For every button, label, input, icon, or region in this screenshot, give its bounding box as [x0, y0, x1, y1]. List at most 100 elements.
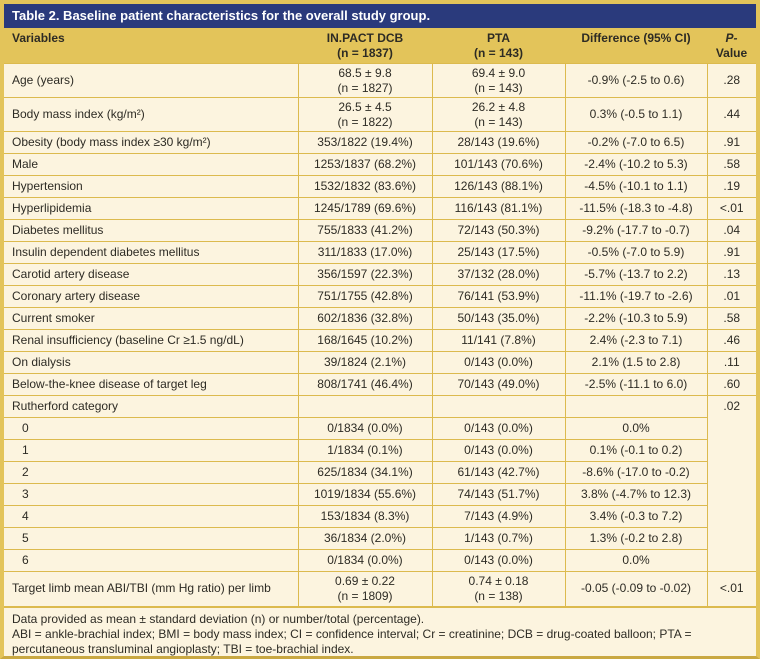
cell-value-line: -0.2% (-7.0 to 6.5)	[587, 135, 685, 149]
row-label-cell: Hypertension	[4, 175, 298, 198]
table-row: Age (years) 68.5 ± 9.8 (n = 1827) 69.4 ±…	[4, 63, 756, 98]
column-header-line: (n = 1837)	[337, 46, 393, 60]
cell-value-line: 1019/1834 (55.6%)	[313, 487, 417, 501]
dcb-cell: 0.69 ± 0.22 (n = 1809)	[297, 571, 432, 606]
row-label-cell: 3	[4, 483, 298, 506]
row-label-cell: Below-the-knee disease of target leg	[4, 373, 298, 396]
dcb-cell	[297, 395, 432, 418]
pta-cell: 37/132 (28.0%)	[431, 263, 565, 286]
cell-value-line: .60	[723, 377, 741, 391]
dcb-cell: 1245/1789 (69.6%)	[297, 197, 432, 220]
table-row: 5 36/1834 (2.0%) 1/143 (0.7%) 1.3% (-0.2…	[4, 527, 756, 550]
cell-value-line: 0/143 (0.0%)	[464, 355, 533, 369]
difference-cell: 0.0%	[564, 549, 707, 572]
row-label: Coronary artery disease	[12, 289, 141, 303]
cell-n-line: (n = 1809)	[337, 588, 393, 603]
cell-value-line: 116/143 (81.1%)	[454, 201, 543, 215]
dcb-cell: 0/1834 (0.0%)	[297, 417, 432, 440]
cell-value-line: <.01	[719, 201, 744, 215]
p-value-cell: <.01	[706, 571, 756, 606]
pta-cell: 0/143 (0.0%)	[431, 417, 565, 440]
row-label: 0	[22, 421, 29, 435]
pta-cell: 61/143 (42.7%)	[431, 461, 565, 484]
row-label-cell: Age (years)	[4, 63, 298, 98]
row-label-cell: On dialysis	[4, 351, 298, 374]
p-value-cell: .91	[706, 131, 756, 154]
row-label: Hyperlipidemia	[12, 201, 92, 215]
table-row: Male 1253/1837 (68.2%) 101/143 (70.6%) -…	[4, 153, 756, 176]
dcb-cell: 751/1755 (42.8%)	[297, 285, 432, 308]
table-row: Renal insufficiency (baseline Cr ≥1.5 ng…	[4, 329, 756, 352]
p-value-cell: .04	[706, 219, 756, 242]
cell-value-line: 311/1833 (17.0%)	[317, 245, 413, 259]
column-header-variables: Variables	[4, 28, 298, 64]
cell-value-line: 0/1834 (0.0%)	[327, 553, 403, 567]
dcb-cell: 311/1833 (17.0%)	[297, 241, 432, 264]
cell-value-line: -0.9% (-2.5 to 0.6)	[587, 73, 685, 87]
pta-cell: 11/141 (7.8%)	[431, 329, 565, 352]
column-header-pvalue: P- Value	[707, 28, 756, 64]
dcb-cell: 755/1833 (41.2%)	[297, 219, 432, 242]
pta-cell: 50/143 (35.0%)	[431, 307, 565, 330]
row-label: Rutherford category	[12, 399, 119, 413]
cell-value-line: 74/143 (51.7%)	[457, 487, 540, 501]
dcb-cell: 602/1836 (32.8%)	[297, 307, 432, 330]
row-label-cell: Diabetes mellitus	[4, 219, 298, 242]
difference-cell: -11.1% (-19.7 to -2.6)	[564, 285, 707, 308]
cell-value-line: 2.1% (1.5 to 2.8)	[591, 355, 681, 369]
difference-cell: -2.4% (-10.2 to 5.3)	[564, 153, 707, 176]
difference-cell: -4.5% (-10.1 to 1.1)	[564, 175, 707, 198]
table-row: Below-the-knee disease of target leg 808…	[4, 373, 756, 396]
dcb-cell: 808/1741 (46.4%)	[297, 373, 432, 396]
row-label-cell: Target limb mean ABI/TBI (mm Hg ratio) p…	[4, 571, 298, 606]
pta-cell: 0/143 (0.0%)	[431, 439, 565, 462]
table-row: Hyperlipidemia 1245/1789 (69.6%) 116/143…	[4, 197, 756, 220]
cell-value-line: 0.0%	[622, 553, 650, 567]
cell-value-line: 0.1% (-0.1 to 0.2)	[589, 443, 683, 457]
cell-value-line: -5.7% (-13.7 to 2.2)	[584, 267, 688, 281]
table-row: Coronary artery disease 751/1755 (42.8%)…	[4, 285, 756, 308]
cell-value-line: .91	[723, 135, 741, 149]
pta-cell: 116/143 (81.1%)	[431, 197, 565, 220]
cell-value-line: -0.05 (-0.09 to -0.02)	[580, 581, 692, 596]
row-label: Carotid artery disease	[12, 267, 130, 281]
table-row: 2 625/1834 (34.1%) 61/143 (42.7%) -8.6% …	[4, 461, 756, 484]
pta-cell: 28/143 (19.6%)	[431, 131, 565, 154]
cell-value-line: -9.2% (-17.7 to -0.7)	[582, 223, 690, 237]
cell-value-line: .44	[723, 107, 741, 121]
table-row: 3 1019/1834 (55.6%) 74/143 (51.7%) 3.8% …	[4, 483, 756, 506]
pta-cell: 7/143 (4.9%)	[431, 505, 565, 528]
cell-value-line: .58	[723, 157, 741, 171]
cell-value-line: 1532/1832 (83.6%)	[313, 179, 417, 193]
row-label: Male	[12, 157, 39, 171]
cell-value-line: 0/1834 (0.0%)	[327, 421, 403, 435]
row-label: 1	[22, 443, 29, 457]
pta-cell: 74/143 (51.7%)	[431, 483, 565, 506]
cell-value-line: 0.69 ± 0.22	[335, 573, 395, 588]
cell-value-line: 808/1741 (46.4%)	[317, 377, 413, 391]
table-row: Rutherford category .02	[4, 395, 756, 572]
table-row: 6 0/1834 (0.0%) 0/143 (0.0%) 0.0%	[4, 549, 756, 572]
cell-value-line: 7/143 (4.9%)	[464, 509, 533, 523]
column-header-label: Variables	[12, 31, 65, 45]
column-header-line: Value	[715, 46, 748, 60]
dcb-cell: 353/1822 (19.4%)	[297, 131, 432, 154]
cell-value-line: 602/1836 (32.8%)	[317, 311, 413, 325]
pta-cell: 0.74 ± 0.18 (n = 138)	[431, 571, 565, 606]
cell-value-line: 0/143 (0.0%)	[464, 553, 533, 567]
cell-value-line: -11.1% (-19.7 to -2.6)	[579, 289, 693, 303]
cell-value-line: 70/143 (49.0%)	[457, 377, 540, 391]
p-value-cell: .44	[706, 97, 756, 132]
p-value-cell: .60	[706, 373, 756, 396]
row-label-cell: Coronary artery disease	[4, 285, 298, 308]
difference-cell: -2.2% (-10.3 to 5.9)	[564, 307, 707, 330]
cell-value-line: 0/143 (0.0%)	[464, 443, 533, 457]
table-row: Carotid artery disease 356/1597 (22.3%) …	[4, 263, 756, 286]
pta-cell	[431, 395, 565, 418]
table-row: 4 153/1834 (8.3%) 7/143 (4.9%) 3.4% (-0.…	[4, 505, 756, 528]
dcb-cell: 68.5 ± 9.8 (n = 1827)	[297, 63, 432, 98]
pta-cell: 76/141 (53.9%)	[431, 285, 565, 308]
cell-value-line: 168/1645 (10.2%)	[317, 333, 413, 347]
p-value-cell: .11	[706, 351, 756, 374]
cell-value-line: 0.3% (-0.5 to 1.1)	[589, 107, 683, 121]
